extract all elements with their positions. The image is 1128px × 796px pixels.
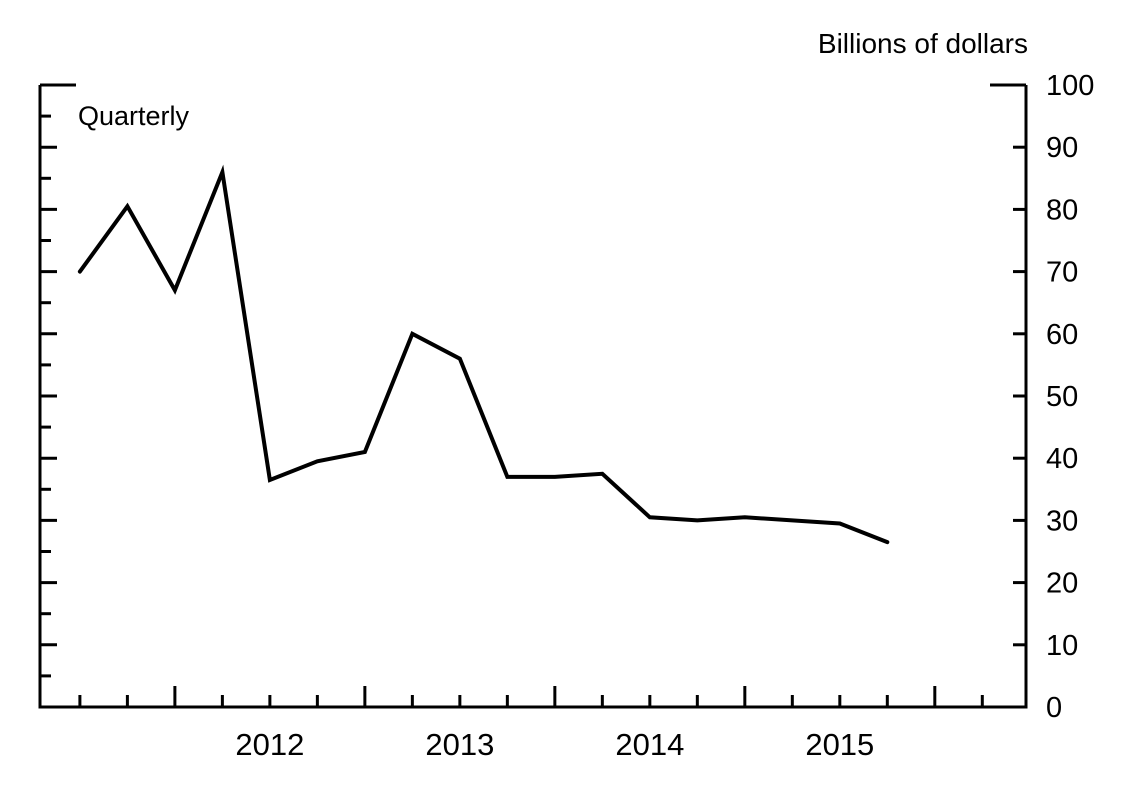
y-axis-tick-label: 30 — [1046, 505, 1078, 537]
frequency-label: Quarterly — [78, 101, 190, 131]
y-axis-unit-label: Billions of dollars — [817, 28, 1028, 59]
x-axis-year-label: 2012 — [235, 727, 304, 762]
x-axis-year-label: 2015 — [805, 727, 874, 762]
y-axis-tick-label: 20 — [1046, 568, 1078, 600]
y-axis-tick-label: 80 — [1046, 194, 1078, 226]
y-axis-tick-label: 100 — [1046, 70, 1094, 102]
y-axis-tick-label: 10 — [1046, 630, 1078, 662]
y-axis-tick-label: 0 — [1046, 692, 1062, 724]
x-axis-year-label: 2014 — [615, 727, 684, 762]
y-axis-tick-label: 90 — [1046, 132, 1078, 164]
y-axis-tick-label: 60 — [1046, 319, 1078, 351]
y-axis-tick-label: 70 — [1046, 257, 1078, 289]
x-axis-year-label: 2013 — [425, 727, 494, 762]
y-axis-tick-label: 50 — [1046, 381, 1078, 413]
data-line — [77, 164, 890, 545]
y-axis-tick-label: 40 — [1046, 443, 1078, 475]
